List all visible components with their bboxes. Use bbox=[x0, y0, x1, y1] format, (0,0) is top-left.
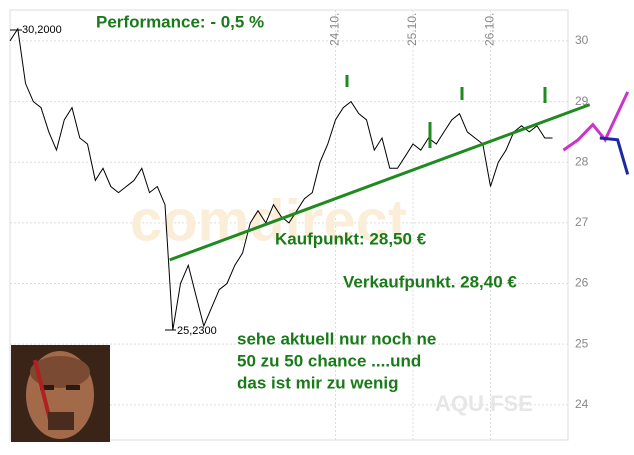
max-label: 30,2000 bbox=[22, 24, 62, 36]
annotation: Kaufpunkt: 28,50 € bbox=[275, 229, 427, 248]
annotation: Verkaufpunkt. 28,40 € bbox=[343, 272, 517, 291]
y-tick-label: 30 bbox=[575, 33, 589, 47]
y-tick-label: 25 bbox=[575, 336, 589, 350]
series-line bbox=[9, 27, 553, 331]
series-line bbox=[169, 103, 591, 262]
series-line bbox=[599, 136, 630, 175]
y-tick-label: 29 bbox=[575, 94, 589, 108]
series-group bbox=[9, 27, 630, 331]
watermark: comdirect bbox=[130, 188, 407, 253]
y-tick-label: 24 bbox=[575, 397, 589, 411]
y-tick-label: 28 bbox=[575, 154, 589, 168]
y-tick-label: 26 bbox=[575, 276, 589, 290]
y-tick-label: 27 bbox=[575, 215, 589, 229]
series-line bbox=[562, 91, 630, 152]
x-tick-label: 26.10. bbox=[483, 13, 497, 46]
x-tick-label: 25.10. bbox=[405, 13, 419, 46]
avatar bbox=[11, 345, 110, 442]
min-label: 25,2300 bbox=[177, 325, 217, 337]
annotation: 50 zu 50 chance ....und bbox=[237, 351, 421, 370]
symbol-watermark: AQU.FSE bbox=[435, 391, 533, 416]
annotation: das ist mir zu wenig bbox=[237, 373, 399, 392]
chart-title: Performance: - 0,5 % bbox=[96, 12, 264, 31]
x-tick-label: 24.10. bbox=[328, 13, 342, 46]
annotation: sehe aktuell nur noch ne bbox=[237, 329, 436, 348]
